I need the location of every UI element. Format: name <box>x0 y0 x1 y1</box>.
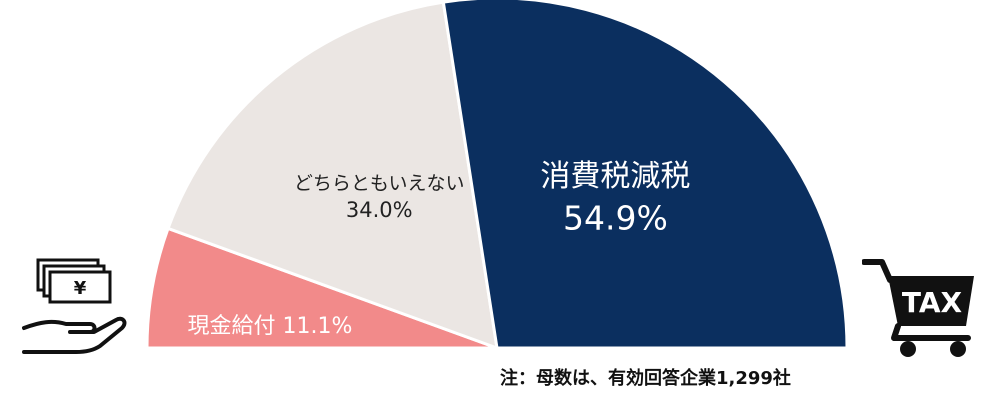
slice-category-text: 現金給付 <box>188 314 283 339</box>
slice-category-label: 消費税減税 <box>540 159 690 194</box>
cash-in-hand-icon: ¥ <box>20 258 130 362</box>
yen-symbol: ¥ <box>74 278 87 299</box>
chart-note: 注：母数は、有効回答企業1,299社 <box>500 368 791 389</box>
pie-slice-1 <box>166 0 499 351</box>
pie-slice-2 <box>441 0 849 350</box>
slice-value-label: 34.0% <box>346 198 413 222</box>
tax-shopping-cart-icon: TAX <box>861 254 982 363</box>
slice-value-label: 54.9% <box>563 198 668 237</box>
slice-category-label: どちらともいえない <box>294 172 465 194</box>
tax-label: TAX <box>902 286 963 319</box>
slice-value-label: 11.1% <box>283 314 353 339</box>
slice-category-label: 現金給付 11.1% <box>188 314 353 339</box>
